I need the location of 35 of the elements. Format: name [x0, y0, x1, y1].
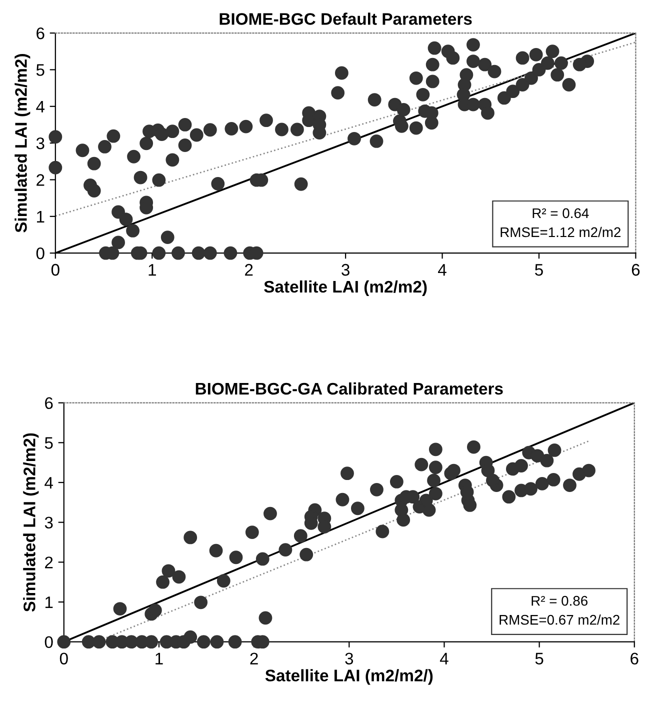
y-axis-title: Simulated LAI (m2/m2): [14, 54, 30, 232]
annotation: R² = 0.64 RMSE=1.12 m2/m2: [500, 208, 620, 238]
x-tick-label: 1: [156, 652, 163, 664]
y-tick-label: 5: [36, 64, 44, 76]
x-tick-label: 3: [345, 652, 354, 664]
x-tick-label: 6: [630, 652, 638, 664]
annotation: R² = 0.86 RMSE=0.67 m2/m2: [500, 596, 620, 625]
y-tick-label: 0: [36, 247, 44, 260]
y-tick-label: 3: [36, 137, 44, 150]
x-tick-label: 6: [632, 264, 640, 276]
x-tick-label: 4: [438, 264, 446, 276]
y-axis-title: Simulated LAI (m2/m2): [23, 433, 39, 612]
y-tick-label: 3: [44, 516, 53, 529]
x-tick-label: 2: [245, 264, 253, 276]
x-tick-label: 1: [148, 264, 156, 276]
x-tick-label: 2: [250, 652, 258, 664]
x-tick-label: 4: [440, 652, 448, 664]
y-tick-label: 6: [36, 27, 44, 40]
y-tick-label: 6: [45, 397, 53, 410]
y-tick-label: 1: [37, 210, 44, 222]
y-tick-label: 4: [44, 477, 53, 489]
x-tick-label: 5: [535, 264, 543, 276]
chart-title: BIOME-BGC-GA Calibrated Parameters: [196, 382, 503, 395]
x-tick-label: 5: [535, 652, 544, 664]
x-axis-title: Satellite LAI (m2/m2): [264, 280, 427, 296]
y-tick-label: 0: [44, 636, 53, 648]
y-tick-label: 1: [45, 596, 53, 608]
x-tick-label: 3: [342, 264, 350, 276]
y-tick-label: 5: [44, 437, 53, 449]
x-tick-label: 0: [60, 652, 68, 664]
chart-title: BIOME-BGC Default Parameters: [220, 12, 472, 25]
x-axis-title: Satellite LAI (m2/m2/): [265, 669, 433, 685]
y-tick-label: 2: [45, 556, 53, 568]
y-tick-label: 4: [36, 100, 45, 112]
y-tick-label: 2: [36, 174, 44, 186]
